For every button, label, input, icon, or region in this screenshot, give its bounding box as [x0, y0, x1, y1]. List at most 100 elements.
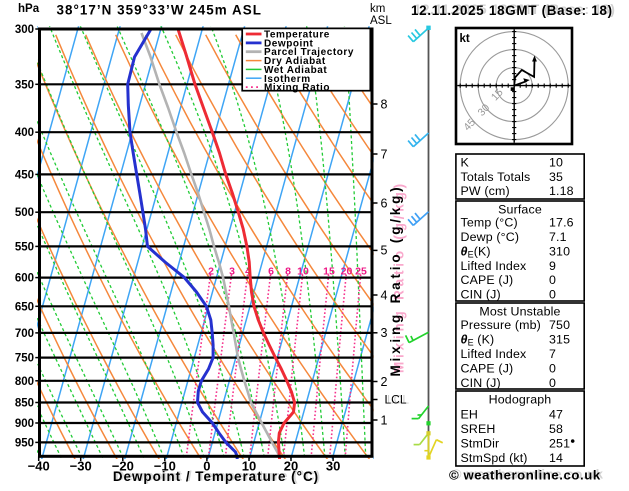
svg-text:251●: 251● — [549, 436, 575, 451]
svg-text:20: 20 — [284, 459, 298, 474]
svg-text:PW (cm): PW (cm) — [461, 184, 510, 198]
svg-text:EH: EH — [461, 407, 479, 421]
svg-text:1: 1 — [381, 413, 388, 427]
svg-text:300: 300 — [15, 24, 34, 36]
svg-text:3: 3 — [381, 326, 388, 340]
svg-text:Dry Adiabat: Dry Adiabat — [264, 56, 326, 67]
svg-text:−10: −10 — [154, 459, 176, 474]
svg-text:6: 6 — [268, 266, 274, 278]
svg-text:θE (K): θE (K) — [461, 333, 495, 348]
svg-text:10: 10 — [549, 156, 563, 170]
svg-text:315: 315 — [549, 333, 570, 347]
svg-text:750: 750 — [15, 353, 34, 365]
svg-text:Hodograph: Hodograph — [489, 393, 552, 407]
svg-text:17.6: 17.6 — [549, 215, 574, 229]
svg-text:© weatheronline.co.uk: © weatheronline.co.uk — [449, 468, 601, 483]
svg-text:0: 0 — [203, 459, 210, 474]
svg-text:Parcel Trajectory: Parcel Trajectory — [264, 47, 354, 58]
svg-text:900: 900 — [15, 418, 34, 430]
svg-text:7: 7 — [381, 147, 388, 161]
svg-text:500: 500 — [15, 207, 34, 219]
svg-text:Wet Adiabat: Wet Adiabat — [264, 65, 327, 76]
svg-text:1.18: 1.18 — [549, 184, 574, 198]
svg-text:kt: kt — [460, 33, 470, 45]
svg-text:20: 20 — [341, 266, 353, 278]
svg-text:StmSpd (kt): StmSpd (kt) — [461, 451, 528, 465]
svg-text:650: 650 — [15, 301, 34, 313]
svg-text:350: 350 — [15, 79, 34, 91]
svg-text:14: 14 — [549, 451, 563, 465]
svg-text:CIN (J): CIN (J) — [461, 376, 501, 390]
svg-text:−20: −20 — [112, 459, 134, 474]
svg-text:10: 10 — [297, 266, 309, 278]
svg-text:LCL: LCL — [385, 393, 407, 407]
svg-text:600: 600 — [15, 273, 34, 285]
svg-text:9: 9 — [549, 259, 556, 273]
svg-text:310: 310 — [549, 244, 570, 258]
svg-text:Dewpoint: Dewpoint — [264, 38, 314, 49]
svg-text:Totals Totals: Totals Totals — [461, 170, 531, 184]
svg-text:58: 58 — [549, 422, 563, 436]
svg-text:12.11.2025 18GMT (Base: 18): 12.11.2025 18GMT (Base: 18) — [411, 3, 613, 18]
svg-text:Mixing Ratio (g/kg): Mixing Ratio (g/kg) — [392, 180, 407, 373]
svg-text:Temp (°C): Temp (°C) — [461, 215, 518, 229]
svg-text:Lifted Index: Lifted Index — [461, 259, 528, 273]
svg-text:LCL: LCL — [387, 393, 409, 407]
svg-text:Lifted Index: Lifted Index — [461, 347, 528, 361]
svg-text:SREH: SREH — [461, 422, 496, 436]
svg-text:Pressure (mb): Pressure (mb) — [461, 318, 541, 332]
svg-text:47: 47 — [549, 407, 563, 421]
svg-text:ASL: ASL — [370, 15, 392, 27]
svg-text:30: 30 — [326, 459, 340, 474]
svg-text:2: 2 — [208, 266, 214, 278]
svg-text:6: 6 — [381, 196, 388, 210]
svg-text:Mixing Ratio (g/kg): Mixing Ratio (g/kg) — [388, 184, 403, 377]
svg-text:hPa: hPa — [18, 3, 40, 15]
svg-text:800: 800 — [15, 376, 34, 388]
svg-text:850: 850 — [15, 398, 34, 410]
svg-text:35: 35 — [549, 170, 563, 184]
svg-text:−40: −40 — [28, 459, 50, 474]
svg-text:Dewpoint / Temperature (°C): Dewpoint / Temperature (°C) — [115, 468, 321, 483]
svg-text:0: 0 — [549, 288, 556, 302]
svg-text:38°17’N 359°33’W 245m ASL: 38°17’N 359°33’W 245m ASL — [57, 3, 262, 18]
svg-text:2: 2 — [381, 375, 388, 389]
svg-text:Temperature: Temperature — [264, 30, 330, 41]
svg-text:450: 450 — [15, 169, 34, 181]
svg-text:Isotherm: Isotherm — [264, 74, 311, 85]
svg-text:700: 700 — [15, 328, 34, 340]
svg-text:CAPE (J): CAPE (J) — [461, 273, 514, 287]
svg-text:750: 750 — [549, 318, 570, 332]
svg-text:0: 0 — [549, 376, 556, 390]
svg-text:7.1: 7.1 — [549, 230, 567, 244]
svg-text:0: 0 — [549, 362, 556, 376]
svg-text:550: 550 — [15, 241, 34, 253]
svg-text:25: 25 — [355, 266, 367, 278]
svg-text:CAPE (J): CAPE (J) — [461, 362, 514, 376]
svg-text:θE(K): θE(K) — [461, 244, 491, 259]
svg-text:12.11.2025 18GMT (Base: 18): 12.11.2025 18GMT (Base: 18) — [414, 2, 616, 17]
svg-text:5: 5 — [381, 244, 388, 258]
svg-text:8: 8 — [381, 97, 388, 111]
svg-text:CIN (J): CIN (J) — [461, 288, 501, 302]
svg-text:StmDir: StmDir — [461, 437, 500, 451]
svg-text:Dewp (°C): Dewp (°C) — [461, 230, 520, 244]
svg-text:0: 0 — [549, 273, 556, 287]
svg-text:400: 400 — [15, 127, 34, 139]
svg-text:10: 10 — [242, 459, 256, 474]
svg-text:K: K — [461, 156, 470, 170]
svg-text:Most Unstable: Most Unstable — [479, 305, 560, 319]
svg-text:4: 4 — [245, 266, 251, 278]
svg-text:−30: −30 — [70, 459, 92, 474]
svg-text:Mixing Ratio: Mixing Ratio — [264, 83, 330, 94]
svg-text:4: 4 — [381, 288, 388, 302]
svg-text:© weatheronline.co.uk: © weatheronline.co.uk — [452, 466, 604, 481]
svg-text:950: 950 — [15, 437, 34, 449]
svg-text:km: km — [370, 3, 385, 15]
svg-text:Surface: Surface — [498, 203, 542, 217]
svg-text:Dewpoint / Temperature (°C): Dewpoint / Temperature (°C) — [113, 469, 319, 484]
svg-text:15: 15 — [323, 266, 335, 278]
svg-text:7: 7 — [549, 347, 556, 361]
svg-text:3: 3 — [229, 266, 235, 278]
svg-text:8: 8 — [285, 266, 291, 278]
